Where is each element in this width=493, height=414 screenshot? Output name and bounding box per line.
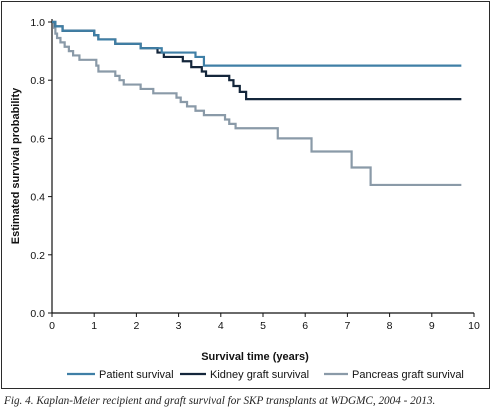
x-tick-label: 0 xyxy=(49,320,55,332)
x-tick-label: 7 xyxy=(344,320,350,332)
pancreas-graft-survival-curve xyxy=(52,20,462,187)
x-tick-label: 5 xyxy=(260,320,266,332)
x-axis-title: Survival time (years) xyxy=(201,351,309,363)
y-tick-label: 0.4 xyxy=(30,192,45,204)
y-tick-label: 0.2 xyxy=(30,250,45,262)
y-tick-label: 0.8 xyxy=(30,75,45,87)
x-tick-label: 9 xyxy=(429,320,435,332)
axes xyxy=(51,19,474,314)
x-tick-label: 1 xyxy=(91,320,97,332)
km-survival-chart: 0 1 2 3 4 5 6 7 8 9 10 0.0 0.2 0.4 0.6 0.8 1.0 Survival … xyxy=(10,17,480,381)
x-tick-label: 4 xyxy=(218,320,224,332)
y-tick-label: 1.0 xyxy=(30,17,45,29)
pancreas-graft-survival-legend-label: Pancreas graft survival xyxy=(352,369,464,381)
y-tick-label: 0.6 xyxy=(30,133,45,145)
axis-ticks: 0 1 2 3 4 5 6 7 8 9 10 0.0 0.2 0.4 0.6 0.8 1.0 xyxy=(30,17,480,332)
y-tick-label: 0.0 xyxy=(30,308,45,320)
figure-caption: Fig. 4. Kaplan-Meier recipient and graft… xyxy=(4,395,436,407)
survival-curves xyxy=(52,20,462,187)
patient-survival-legend-label: Patient survival xyxy=(99,369,174,381)
x-tick-label: 2 xyxy=(133,320,139,332)
x-tick-label: 8 xyxy=(387,320,393,332)
patient-survival-curve xyxy=(52,20,462,67)
legend: Patient survival Kidney graft survival Pan… xyxy=(67,369,464,381)
kidney-graft-survival-legend-label: Kidney graft survival xyxy=(210,369,309,381)
y-axis-title: Estimated survival probability xyxy=(10,87,22,244)
x-tick-label: 3 xyxy=(176,320,182,332)
x-tick-label: 6 xyxy=(302,320,308,332)
figure-frame: 0 1 2 3 4 5 6 7 8 9 10 0.0 0.2 0.4 0.6 0.8 1.0 Survival … xyxy=(1,1,490,389)
x-tick-label: 10 xyxy=(468,320,480,332)
kidney-graft-survival-curve xyxy=(52,20,462,101)
